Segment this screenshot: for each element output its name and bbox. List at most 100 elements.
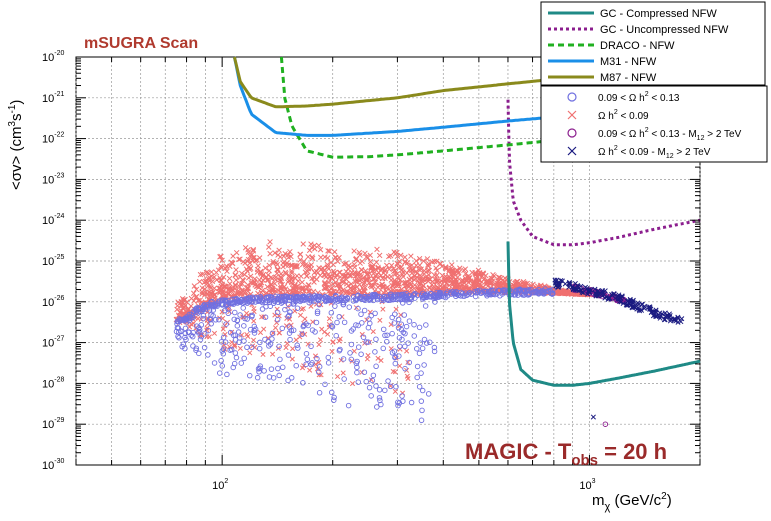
point-relic-ok (474, 288, 481, 294)
point-relic-ok (414, 292, 421, 299)
point-relic-low (411, 277, 418, 283)
point-relic-low (240, 314, 246, 320)
point-relic-low (262, 265, 269, 271)
point-relic-ok (201, 344, 208, 351)
point-relic-low (393, 306, 399, 312)
point-relic-ok (347, 350, 353, 356)
point-relic-low (272, 250, 278, 256)
point-relic-low (328, 259, 334, 266)
point-relic-low (324, 264, 331, 270)
point-relic-ok (285, 352, 292, 358)
point-relic-ok (275, 365, 281, 372)
point-relic-low (396, 258, 403, 265)
point-relic-ok (328, 309, 335, 316)
point-relic-low-heavy (570, 286, 576, 292)
point-relic-low (211, 285, 218, 291)
point-relic-ok (401, 312, 408, 318)
point-relic-low-heavy (672, 316, 678, 322)
point-relic-low (295, 278, 301, 284)
point-relic-low (402, 259, 409, 265)
point-relic-low (332, 279, 339, 285)
point-relic-ok (373, 336, 379, 343)
point-relic-low (260, 271, 267, 278)
point-relic-low (281, 283, 288, 290)
point-relic-ok (330, 298, 337, 304)
point-relic-low (380, 306, 386, 312)
point-relic-low (233, 267, 239, 273)
point-relic-low (405, 359, 411, 365)
point-relic-low (209, 290, 215, 297)
point-relic-ok (322, 381, 328, 388)
point-relic-low-heavy (666, 311, 673, 317)
point-relic-low (376, 252, 383, 259)
point-relic-low (383, 285, 390, 291)
point-relic-ok (416, 383, 423, 390)
point-relic-low (416, 266, 422, 273)
point-relic-ok (306, 299, 312, 306)
point-relic-low (239, 290, 245, 296)
point-relic-ok (240, 305, 246, 311)
point-relic-low (180, 297, 187, 303)
point-relic-low (474, 274, 481, 281)
point-relic-low (407, 280, 414, 286)
point-relic-low (396, 275, 402, 282)
point-relic-low (460, 278, 467, 284)
point-relic-ok (244, 316, 250, 322)
point-relic-low (298, 285, 305, 291)
point-relic-low (250, 337, 257, 343)
point-relic-low (251, 318, 257, 324)
point-relic-ok (290, 327, 297, 333)
point-relic-ok (195, 330, 202, 336)
point-relic-ok (392, 311, 398, 317)
point-relic-low (211, 330, 218, 336)
point-relic-low (203, 269, 210, 276)
point-relic-low (299, 261, 306, 268)
point-relic-low (307, 367, 313, 373)
point-relic-low (222, 331, 228, 337)
point-relic-low (317, 337, 324, 343)
point-relic-ok (316, 363, 323, 370)
point-relic-low (359, 331, 365, 338)
point-relic-low (272, 312, 278, 318)
point-relic-ok (380, 326, 387, 333)
point-relic-ok (325, 360, 332, 366)
point-relic-low (314, 366, 321, 372)
point-relic-ok (354, 364, 360, 371)
point-relic-ok (365, 339, 371, 345)
point-relic-ok (256, 369, 262, 375)
point-relic-low (328, 275, 334, 282)
point-relic-low (283, 345, 289, 351)
point-relic-ok (388, 293, 394, 300)
point-relic-ok (241, 338, 247, 344)
point-relic-low (318, 302, 324, 308)
point-relic-low (322, 272, 328, 278)
point-relic-ok (193, 306, 200, 312)
point-relic-ok (267, 303, 274, 309)
point-relic-ok (201, 302, 207, 308)
point-relic-ok (276, 372, 282, 379)
point-relic-ok (366, 384, 373, 391)
point-relic-ok (328, 323, 335, 329)
point-relic-low (426, 267, 433, 274)
point-relic-ok (288, 327, 294, 334)
point-relic-low (312, 353, 319, 359)
point-relic-low (265, 244, 272, 250)
point-relic-low (473, 279, 479, 285)
point-relic-ok (384, 338, 390, 345)
point-relic-ok (242, 296, 248, 302)
point-relic-low (292, 308, 298, 314)
point-relic-low (343, 260, 349, 267)
point-relic-low-heavy (609, 292, 615, 298)
point-relic-ok (526, 290, 532, 297)
point-relic-ok (360, 334, 367, 340)
point-relic-low (302, 316, 308, 322)
point-relic-ok (267, 341, 274, 347)
point-relic-low (457, 265, 463, 271)
point-relic-ok (385, 378, 391, 384)
point-relic-low (217, 254, 223, 260)
point-relic-low (411, 266, 417, 272)
point-relic-low (208, 269, 215, 275)
point-relic-low-heavy (657, 310, 663, 316)
point-relic-ok (216, 316, 222, 323)
